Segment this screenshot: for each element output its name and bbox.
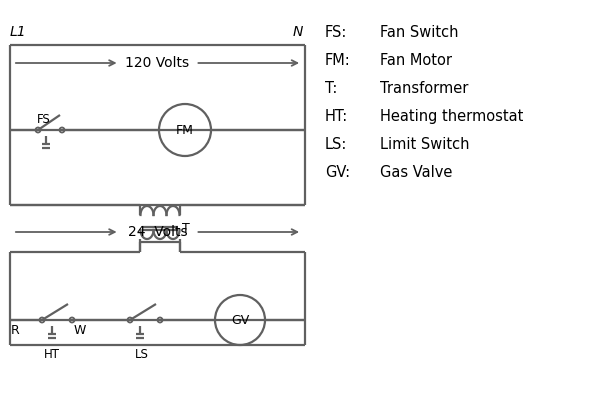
Text: Transformer: Transformer	[380, 81, 468, 96]
Text: FM: FM	[176, 124, 194, 136]
Text: R: R	[11, 324, 19, 337]
Text: FS: FS	[37, 113, 51, 126]
Text: Limit Switch: Limit Switch	[380, 137, 470, 152]
Text: Fan Motor: Fan Motor	[380, 53, 452, 68]
Text: FM:: FM:	[325, 53, 350, 68]
Text: 24  Volts: 24 Volts	[127, 225, 187, 239]
Text: 120 Volts: 120 Volts	[126, 56, 189, 70]
Text: HT: HT	[44, 348, 60, 361]
Text: N: N	[293, 25, 303, 39]
Text: Gas Valve: Gas Valve	[380, 165, 453, 180]
Text: Heating thermostat: Heating thermostat	[380, 109, 523, 124]
Text: FS:: FS:	[325, 25, 348, 40]
Text: LS:: LS:	[325, 137, 348, 152]
Text: T: T	[182, 222, 190, 234]
Text: HT:: HT:	[325, 109, 348, 124]
Text: GV:: GV:	[325, 165, 350, 180]
Text: LS: LS	[135, 348, 149, 361]
Text: W: W	[74, 324, 86, 337]
Text: T:: T:	[325, 81, 337, 96]
Text: GV: GV	[231, 314, 249, 326]
Text: L1: L1	[10, 25, 27, 39]
Text: Fan Switch: Fan Switch	[380, 25, 458, 40]
